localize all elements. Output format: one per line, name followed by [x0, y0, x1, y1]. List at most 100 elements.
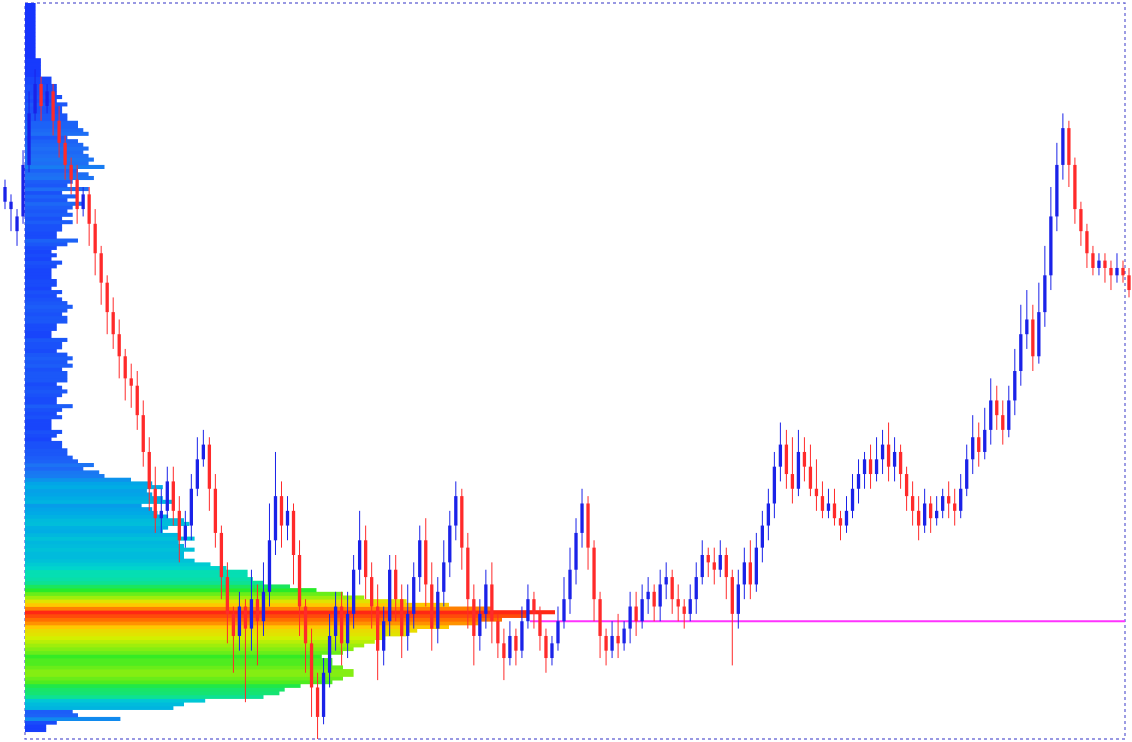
candle-body — [814, 488, 819, 497]
candle-body — [634, 606, 638, 622]
candle — [1007, 385, 1011, 438]
candle-body — [520, 621, 524, 651]
candle — [460, 488, 464, 570]
candle — [652, 584, 656, 622]
candle-body — [436, 591, 440, 629]
candle — [249, 569, 254, 651]
candle-body — [1037, 312, 1041, 357]
candle — [965, 444, 969, 497]
candle — [201, 429, 206, 467]
volume-profile-bar — [25, 187, 89, 192]
candle-body — [484, 584, 488, 614]
candle — [682, 599, 686, 629]
volume-profile-bar — [25, 109, 63, 114]
candle — [562, 577, 566, 629]
candle-body — [556, 621, 560, 644]
candle-body — [1091, 253, 1095, 268]
candle-body — [153, 488, 157, 519]
candle-body — [123, 356, 127, 379]
candle — [135, 371, 139, 430]
candle-body — [544, 635, 548, 659]
candle-body — [526, 599, 530, 622]
candle-body — [117, 334, 121, 357]
volume-profile-bar — [25, 669, 354, 674]
candle — [844, 496, 849, 533]
candle-body — [1031, 319, 1035, 357]
volume-profile-bar — [25, 223, 63, 228]
candle-body — [910, 496, 915, 511]
candle-body — [87, 194, 91, 224]
volume-profile-bar — [25, 32, 36, 37]
volume-profile-bar — [25, 396, 57, 401]
candle — [123, 348, 127, 401]
candle — [916, 496, 921, 541]
candle — [21, 150, 25, 224]
candle — [1079, 201, 1083, 246]
candle — [412, 562, 416, 629]
volume-profile-bar — [25, 455, 73, 460]
volume-profile-bar — [25, 676, 343, 681]
volume-profile-bar — [25, 632, 407, 637]
candle — [382, 606, 386, 666]
candle-body — [478, 613, 482, 636]
candle — [273, 451, 278, 555]
candle-body — [760, 525, 764, 548]
candle-body — [1001, 415, 1005, 430]
candle — [646, 577, 650, 614]
candle — [57, 106, 61, 158]
candle-body — [141, 415, 145, 452]
volume-profile-bar — [25, 50, 36, 55]
candle-body — [135, 385, 139, 416]
candle — [183, 510, 187, 548]
candle — [388, 555, 392, 636]
candle — [935, 496, 939, 526]
volume-profile-bar — [25, 507, 153, 512]
volume-profile-bar — [25, 555, 184, 560]
volume-profile-bar — [25, 437, 52, 442]
candle — [538, 606, 542, 651]
candle — [616, 613, 620, 659]
volume-profile-bar — [25, 433, 57, 438]
candle — [880, 429, 885, 475]
candle-body — [363, 540, 368, 578]
candle — [255, 584, 260, 666]
candle — [748, 540, 752, 600]
candle-body — [995, 400, 999, 416]
candle — [820, 481, 825, 519]
candle-body — [682, 606, 686, 614]
candle — [333, 591, 338, 651]
candlestick-series — [3, 69, 1131, 739]
candle-body — [598, 599, 602, 636]
volume-profile-bar — [25, 683, 301, 688]
candle-body — [670, 577, 674, 600]
volume-profile-bar — [25, 558, 195, 563]
candle-body — [880, 444, 885, 460]
volume-profile-bar — [25, 312, 63, 317]
volume-profile-bar — [25, 72, 41, 77]
candle-body — [249, 599, 254, 629]
candle-body — [327, 635, 332, 673]
candle-body — [766, 503, 771, 526]
candle — [165, 466, 169, 519]
candle-body — [514, 635, 518, 651]
candle-body — [63, 142, 67, 165]
volume-profile-bar — [25, 39, 36, 44]
candle-body — [1019, 334, 1023, 371]
volume-profile-bar — [25, 198, 68, 203]
volume-profile-bar — [25, 525, 169, 530]
candle-body — [532, 599, 536, 614]
candle — [129, 363, 133, 408]
candle-body — [838, 518, 843, 526]
volume-profile-bar — [25, 422, 52, 427]
volume-profile-bar — [25, 602, 449, 607]
volume-profile-bar — [25, 308, 68, 313]
volume-profile-bar — [25, 577, 253, 582]
volume-profile-bar — [25, 709, 73, 714]
candle-body — [57, 120, 61, 143]
volume-profile-bar — [25, 569, 248, 574]
candle-body — [201, 444, 206, 460]
volume-profile-bar — [25, 282, 57, 287]
candle — [1001, 400, 1005, 445]
candle — [219, 525, 224, 600]
volume-profile-bar — [25, 286, 52, 291]
